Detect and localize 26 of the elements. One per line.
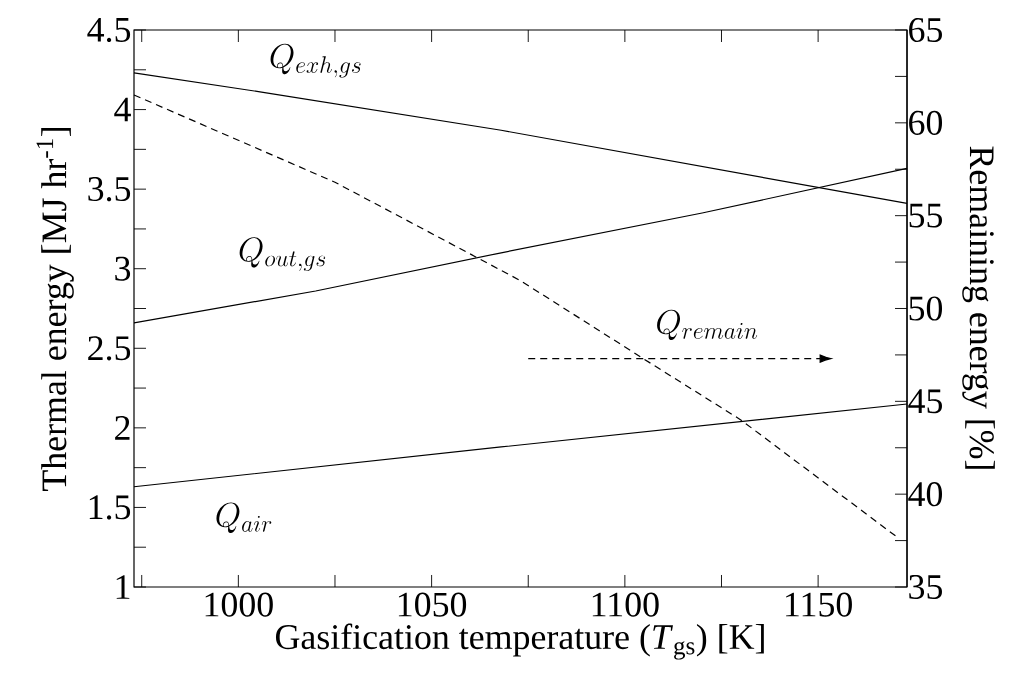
text: $Q_{air}$ xyxy=(216,502,272,534)
y2-tick-label: 50 xyxy=(909,296,943,321)
y2-tick-label: 40 xyxy=(908,482,943,507)
y2-tick-label: 35 xyxy=(909,574,942,600)
y-tick-label: 1.5 xyxy=(89,495,131,520)
y2-axis-title: Remaining energy [%] xyxy=(962,146,995,469)
y-tick-label: 2 xyxy=(115,415,130,440)
y-tick-label: 2.5 xyxy=(88,336,131,361)
y-tick-label: 4 xyxy=(114,97,131,122)
y2-tick-label: 65 xyxy=(909,17,942,43)
y2-tick-label: 60 xyxy=(909,110,943,135)
legend-label: $Q_{exh, gs}$ xyxy=(270,43,361,78)
y2-tick-label: 55 xyxy=(909,203,942,228)
y2-tick-label: 45 xyxy=(908,389,942,414)
x-axis-title: Gasification temperature (T$_{gs}$) [K] xyxy=(275,623,764,660)
x-tick-label: 1050 xyxy=(398,592,467,617)
y-tick-label: 4.5 xyxy=(87,17,131,43)
text: $Q_{remain}$ xyxy=(657,309,758,341)
series-label: $Q_{out, gs}$ xyxy=(239,237,326,271)
y-tick-label: 3.5 xyxy=(88,177,131,202)
x-tick-label: 1100 xyxy=(592,592,659,617)
y-tick-label: 3 xyxy=(115,256,131,281)
y-tick-label: 1 xyxy=(116,575,130,599)
y-axis-title: Thermal energy [MJ hr$^{-1}$] xyxy=(36,128,74,492)
x-tick-label: 1000 xyxy=(205,592,273,617)
x-tick-label: 1150 xyxy=(786,592,852,617)
